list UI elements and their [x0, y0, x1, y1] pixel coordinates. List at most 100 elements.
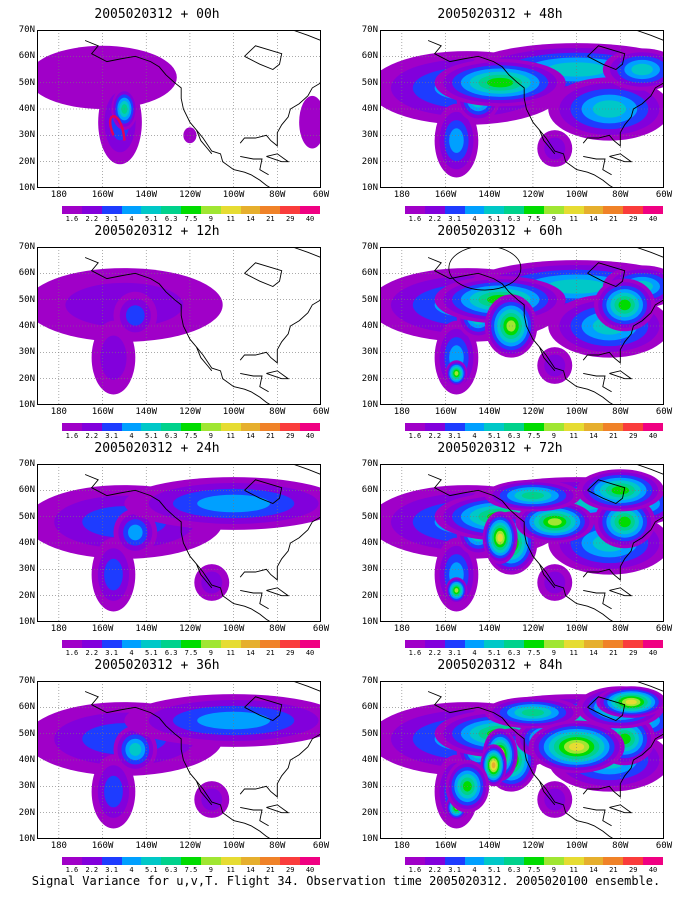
colorbar-label: 6.3 — [164, 649, 178, 657]
colorbar-label: 9 — [208, 649, 213, 657]
coastline — [583, 372, 612, 393]
colorbar-label: 3.1 — [448, 215, 461, 223]
colorbar-swatch — [444, 640, 465, 648]
colorbar — [62, 640, 320, 648]
lat-tick-label: 10N — [18, 834, 35, 844]
lat-tick-label: 60N — [361, 51, 378, 62]
forecast-panel: 2005020312 + 72h 70N 60N 50N 40N 30N 20N 10N 180… — [350, 442, 672, 657]
lon-tick-label: 140W — [135, 841, 158, 851]
colorbar-label: 40 — [305, 432, 315, 440]
lon-tick-label: 60W — [655, 407, 673, 417]
lon-tick-label: 80W — [612, 624, 629, 634]
lat-tick-label: 20N — [361, 807, 378, 818]
lon-tick-label: 160W — [91, 841, 114, 851]
lat-tick-label: 70N — [18, 25, 35, 35]
lon-tick-label: 120W — [522, 841, 544, 851]
colorbar-swatch — [563, 206, 584, 214]
colorbar-label: 4 — [472, 432, 477, 440]
coastline — [240, 372, 269, 393]
panel-title: 2005020312 + 36h — [94, 658, 220, 673]
colorbar-label: 3.1 — [105, 649, 118, 657]
colorbar-label: 6.3 — [507, 649, 521, 657]
colorbar-label: 6.3 — [164, 215, 178, 223]
colorbar-swatch — [524, 640, 544, 648]
lon-tick-label: 100W — [565, 190, 588, 200]
forecast-panel: 2005020312 + 60h 70N 60N 50N 40N 30N 20N 10N 180… — [350, 225, 672, 440]
colorbar — [405, 640, 663, 648]
colorbar-swatch — [121, 857, 142, 865]
colorbar-label: 40 — [648, 215, 658, 223]
lat-tick-label: 10N — [18, 400, 35, 410]
colorbar-swatch — [81, 857, 102, 865]
coastline — [635, 247, 664, 258]
colorbar-label: 11 — [226, 649, 235, 657]
coastline — [244, 696, 283, 722]
colorbar-swatch — [141, 206, 162, 214]
colorbar-swatch — [161, 206, 182, 214]
colorbar-swatch — [583, 857, 604, 865]
colorbar-label: 11 — [226, 866, 235, 874]
lat-tick-label: 50N — [361, 728, 378, 739]
lon-tick-label: 120W — [522, 407, 544, 417]
variance-contour — [547, 518, 562, 526]
lat-tick-label: 20N — [361, 373, 378, 384]
lat-tick-label: 30N — [18, 781, 35, 792]
colorbar-label: 3.1 — [448, 866, 461, 874]
lon-tick-label: 160W — [434, 190, 457, 200]
lat-tick-label: 30N — [361, 564, 378, 575]
lat-tick-label: 20N — [361, 156, 378, 167]
lon-tick-label: 140W — [478, 624, 501, 634]
colorbar-label: 11 — [569, 215, 578, 223]
colorbar-label: 2.2 — [428, 866, 442, 874]
lat-tick-label: 10N — [361, 617, 378, 627]
coastline — [427, 474, 615, 622]
colorbar-swatch — [464, 857, 485, 865]
colorbar-swatch — [543, 206, 564, 214]
lat-tick-label: 70N — [361, 676, 378, 686]
colorbar-swatch — [280, 423, 301, 431]
colorbar-label: 14 — [589, 866, 598, 874]
colorbar-swatch — [563, 857, 584, 865]
variance-map — [37, 464, 321, 622]
coastline — [266, 153, 290, 163]
colorbar-label: 21 — [609, 432, 618, 440]
variance-contour — [454, 371, 459, 376]
coastline — [539, 129, 556, 155]
colorbar-swatch — [643, 857, 663, 865]
lat-tick-label: 30N — [361, 781, 378, 792]
lat-tick-label: 60N — [18, 268, 35, 279]
lon-tick-label: 160W — [434, 407, 457, 417]
colorbar-label: 5.1 — [144, 649, 158, 657]
colorbar-label: 40 — [305, 649, 315, 657]
colorbar-swatch — [81, 640, 102, 648]
coastline — [587, 479, 626, 505]
lon-tick-label: 180 — [393, 624, 410, 634]
lat-tick-label: 30N — [361, 130, 378, 141]
colorbar-swatch — [161, 640, 182, 648]
lon-tick-label: 180 — [50, 841, 67, 851]
colorbar-swatch — [141, 857, 162, 865]
lat-tick-label: 60N — [361, 702, 378, 713]
coastline — [539, 780, 556, 806]
colorbar-label: 29 — [286, 432, 295, 440]
outline-contour — [448, 247, 522, 291]
lat-tick-label: 10N — [361, 400, 378, 410]
variance-contour — [631, 63, 653, 76]
lat-tick-label: 70N — [361, 459, 378, 469]
colorbar-label: 4 — [129, 866, 134, 874]
forecast-panel: 2005020312 + 00h 70N 60N 50N 40N 30N 20N 10N 180… — [7, 8, 329, 223]
colorbar-label: 5.1 — [144, 215, 158, 223]
colorbar-swatch — [484, 857, 505, 865]
coastline — [587, 696, 626, 722]
colorbar — [62, 857, 320, 865]
coastline — [427, 40, 615, 188]
variance-contour — [454, 588, 459, 593]
colorbar-swatch — [260, 206, 281, 214]
coastline — [239, 733, 321, 798]
lat-tick-label: 10N — [361, 183, 378, 193]
coastline — [609, 804, 633, 814]
lat-tick-label: 30N — [18, 130, 35, 141]
colorbar-label: 29 — [286, 215, 295, 223]
forecast-panel: 2005020312 + 36h 70N 60N 50N 40N 30N 20N 10N 180… — [7, 658, 329, 874]
lon-tick-label: 140W — [478, 190, 501, 200]
